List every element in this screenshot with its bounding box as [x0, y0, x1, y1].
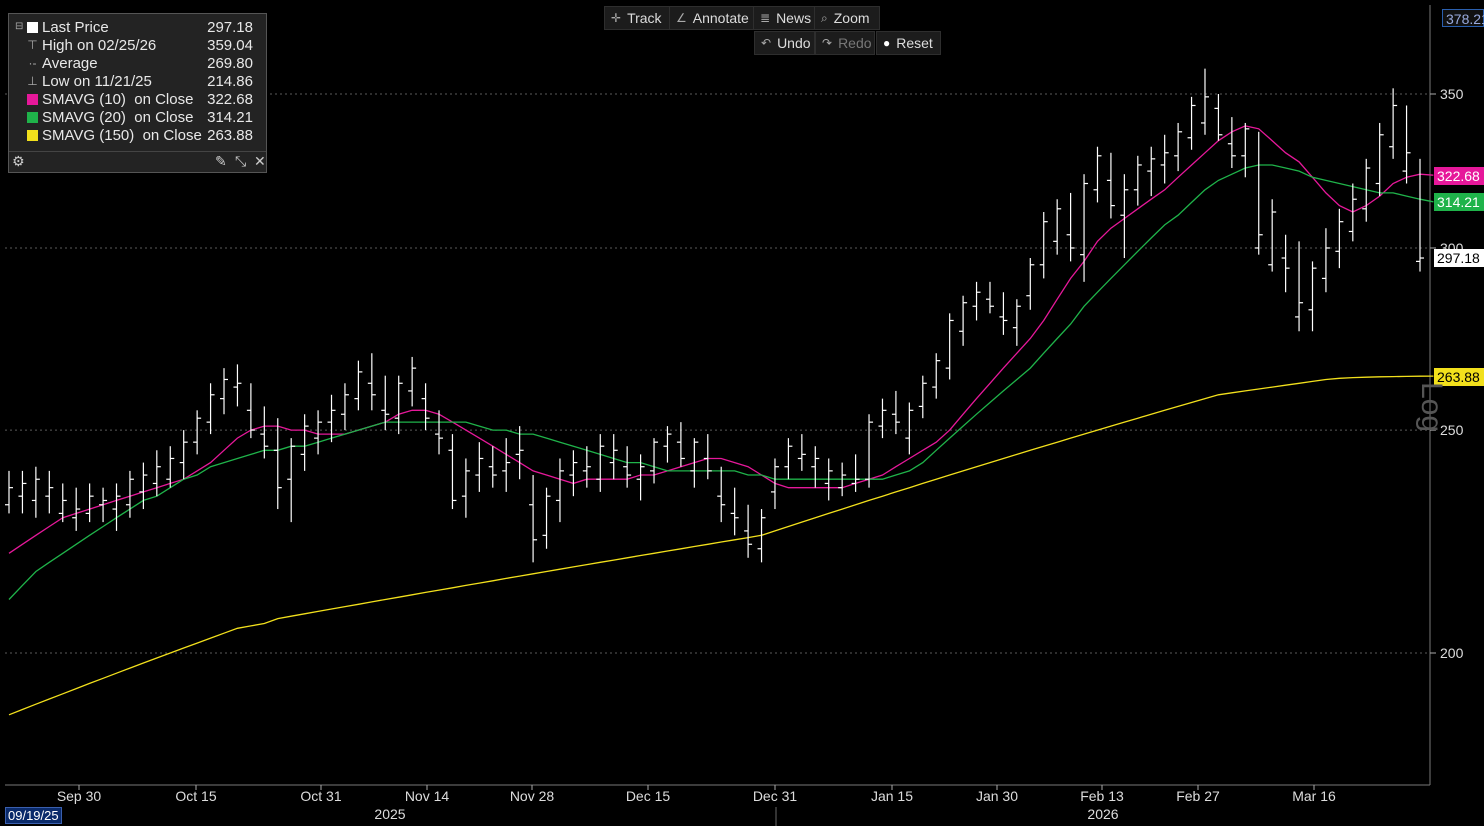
- last-price-tag: 297.18: [1434, 249, 1484, 267]
- close-icon[interactable]: ✕: [254, 153, 266, 169]
- legend-label: SMAVG (150) on Close: [42, 126, 202, 144]
- x-tick-label: Jan 15: [871, 788, 913, 804]
- x-tick-label: Feb 27: [1176, 788, 1220, 804]
- legend-marker-icon: ·-: [28, 56, 37, 70]
- chart-legend[interactable]: ⊟ Last Price 297.18 ⊤ High on 02/25/26 359.0…: [8, 13, 267, 173]
- crosshair-icon: ✛: [611, 11, 622, 25]
- y-tick-label: 200: [1440, 645, 1464, 661]
- shrink-icon[interactable]: ⤡: [235, 153, 247, 169]
- legend-row[interactable]: Last Price 297.18: [11, 18, 261, 36]
- log-scale-watermark: Log: [1415, 382, 1448, 433]
- x-tick-label: Dec 31: [753, 788, 798, 804]
- x-tick-label: Feb 13: [1080, 788, 1124, 804]
- legend-row[interactable]: ·- Average 269.80: [11, 54, 261, 72]
- x-tick-label: Sep 30: [57, 788, 102, 804]
- ma-line: [8, 125, 1434, 554]
- sma10-tag: 322.68: [1434, 167, 1484, 185]
- legend-row[interactable]: SMAVG (10) on Close 322.68: [11, 90, 261, 108]
- reset-button[interactable]: ● Reset: [876, 31, 941, 55]
- magnifier-icon: ⌕: [821, 10, 828, 25]
- x-tick-label: Oct 15: [175, 788, 216, 804]
- zoom-button[interactable]: ⌕ Zoom: [814, 6, 880, 30]
- legend-footer: ⚙ ✎ ⤡ ✕: [9, 151, 266, 172]
- annotate-button[interactable]: ∠ Annotate: [669, 6, 754, 30]
- undo-button[interactable]: ↶ Undo: [754, 31, 815, 55]
- x-tick-label: Dec 15: [626, 788, 671, 804]
- legend-swatch: [27, 21, 38, 33]
- x-tick-label: Oct 31: [300, 788, 341, 804]
- year-label: 2026: [1087, 806, 1118, 822]
- track-button[interactable]: ✛ Track: [604, 6, 670, 30]
- legend-row[interactable]: SMAVG (150) on Close 263.88: [11, 126, 261, 144]
- legend-swatch: [27, 93, 38, 105]
- legend-value: 322.68: [207, 90, 253, 108]
- y-tick-label: 250: [1440, 422, 1464, 438]
- legend-value: 214.86: [207, 72, 253, 90]
- legend-value: 263.88: [207, 126, 253, 144]
- x-tick-label: Jan 30: [976, 788, 1018, 804]
- legend-marker-icon: ⊥: [27, 74, 38, 88]
- year-label: 2025: [374, 806, 405, 822]
- pin-icon[interactable]: ✎: [215, 153, 227, 169]
- undo-icon: ↶: [761, 36, 772, 50]
- y-tick-label: 350: [1440, 86, 1464, 102]
- legend-label: Last Price: [42, 18, 109, 36]
- legend-label: High on 02/25/26: [42, 36, 157, 54]
- x-tick-label: Nov 14: [405, 788, 450, 804]
- collapse-icon[interactable]: ⊟: [15, 21, 24, 32]
- sma150-tag: 263.88: [1434, 368, 1484, 386]
- axis-top-value: 378.21: [1442, 9, 1484, 27]
- legend-row[interactable]: ⊥ Low on 11/21/25 214.86: [11, 72, 261, 90]
- sma20-tag: 314.21: [1434, 193, 1484, 211]
- pencil-icon: ∠: [676, 11, 687, 25]
- legend-value: 269.80: [207, 54, 253, 72]
- legend-label: SMAVG (10) on Close: [42, 90, 194, 108]
- legend-value: 314.21: [207, 108, 253, 126]
- news-button[interactable]: ≣ News: [753, 6, 815, 30]
- redo-icon: ↷: [822, 36, 833, 50]
- legend-row[interactable]: ⊤ High on 02/25/26 359.04: [11, 36, 261, 54]
- legend-marker-icon: ⊤: [27, 38, 38, 52]
- legend-swatch: [27, 111, 38, 123]
- legend-row[interactable]: SMAVG (20) on Close 314.21: [11, 108, 261, 126]
- start-date-field[interactable]: 09/19/25: [5, 807, 62, 824]
- reset-icon: ●: [883, 36, 891, 50]
- redo-button[interactable]: ↷ Redo: [815, 31, 875, 55]
- gear-icon[interactable]: ⚙: [12, 153, 25, 169]
- legend-value: 297.18: [207, 18, 253, 36]
- x-tick-label: Nov 28: [510, 788, 555, 804]
- legend-swatch: [27, 129, 38, 141]
- legend-label: SMAVG (20) on Close: [42, 108, 194, 126]
- x-tick-label: Mar 16: [1292, 788, 1336, 804]
- legend-label: Low on 11/21/25: [42, 72, 152, 90]
- news-icon: ≣: [760, 11, 771, 25]
- legend-value: 359.04: [207, 36, 253, 54]
- legend-label: Average: [42, 54, 98, 72]
- ma-line: [8, 375, 1434, 716]
